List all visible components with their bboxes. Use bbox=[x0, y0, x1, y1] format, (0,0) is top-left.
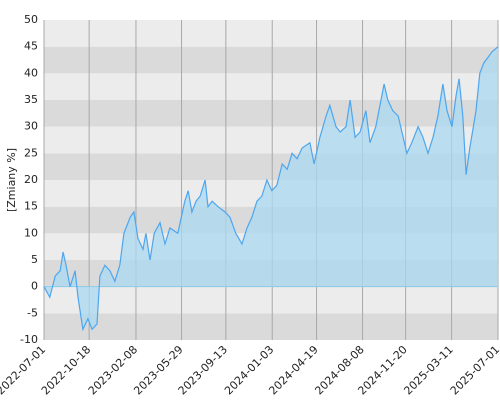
y-axis-label: [Zmiany %] bbox=[5, 148, 18, 212]
y-tick-label: 35 bbox=[24, 93, 38, 106]
y-tick-label: 40 bbox=[24, 66, 38, 79]
y-tick-label: 45 bbox=[24, 40, 38, 53]
y-tick-label: 5 bbox=[31, 253, 38, 266]
grid-band bbox=[44, 286, 498, 314]
x-tick-label: 2025-07-01 bbox=[448, 343, 500, 397]
y-tick-label: 30 bbox=[24, 120, 38, 133]
grid-band bbox=[44, 100, 498, 127]
line bbox=[43, 46, 499, 332]
grid-band bbox=[44, 73, 498, 100]
y-tick-label: -10 bbox=[20, 333, 38, 346]
y-tick-label: 50 bbox=[24, 13, 38, 26]
y-tick-label: 25 bbox=[24, 146, 38, 159]
y-tick-label: 10 bbox=[24, 226, 38, 239]
area bbox=[44, 46, 498, 330]
grid-band bbox=[44, 20, 498, 47]
grid-band bbox=[44, 313, 498, 340]
y-tick-label: 15 bbox=[24, 200, 38, 213]
y-tick-label: 0 bbox=[31, 280, 38, 293]
y-tick-label: -5 bbox=[27, 306, 38, 319]
y-tick-label: 20 bbox=[24, 173, 38, 186]
grid-band bbox=[44, 46, 498, 74]
